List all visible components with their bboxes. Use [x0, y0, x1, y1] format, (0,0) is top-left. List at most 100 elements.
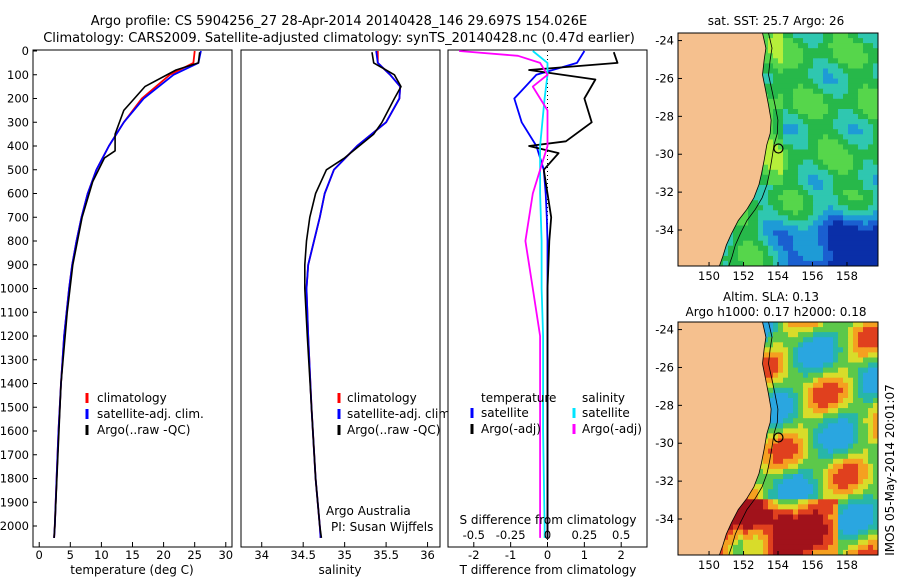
map-cell: [868, 534, 874, 541]
map-cell: [788, 372, 794, 379]
map-cell: [808, 352, 814, 358]
map-cell: [873, 103, 879, 110]
map-cell: [798, 93, 804, 100]
map-cell: [763, 443, 769, 450]
map-cell: [783, 433, 789, 439]
map-cell: [798, 392, 804, 399]
map-cell: [783, 443, 789, 450]
map-cell: [783, 190, 789, 196]
map-cell: [868, 154, 874, 161]
map-cell: [808, 474, 814, 480]
map-cell: [803, 109, 809, 115]
map-cell: [783, 398, 789, 404]
map-cell: [743, 514, 749, 520]
map-cell: [778, 413, 784, 419]
map-cell: [848, 169, 854, 176]
map-cell: [818, 210, 824, 216]
map-cell: [828, 428, 834, 434]
map-cell: [758, 205, 764, 211]
map-cell: [743, 225, 749, 231]
map-cell: [853, 119, 859, 125]
map-cell: [788, 195, 794, 201]
map-cell: [738, 255, 744, 262]
depth-tick-label: 2000: [0, 519, 29, 533]
map-cell: [788, 190, 794, 196]
map-cell: [848, 453, 854, 460]
map-cell: [798, 78, 804, 85]
map-cell: [783, 109, 789, 115]
map-cell: [858, 337, 864, 343]
argo-float-marker: [773, 432, 784, 443]
map-cell: [783, 53, 789, 59]
map-cell: [843, 332, 849, 338]
map-cell: [838, 93, 844, 100]
map-cell: [858, 129, 864, 135]
map-cell: [848, 119, 854, 125]
map-cell: [798, 519, 804, 525]
map-cell: [823, 534, 829, 541]
map-cell: [848, 372, 854, 379]
map-cell: [833, 403, 839, 409]
map-cell: [868, 514, 874, 520]
map-cell: [773, 200, 779, 206]
map-cell: [788, 114, 794, 120]
map-cell: [803, 433, 809, 439]
legend-argo-label: Argo(..raw -QC): [97, 423, 190, 437]
map-cell: [808, 240, 814, 247]
map-cell: [768, 322, 774, 328]
map-cell: [743, 255, 749, 262]
map-cell: [763, 255, 769, 262]
map-cell: [833, 225, 839, 231]
map-cell: [843, 549, 849, 556]
map-cell: [788, 240, 794, 247]
map-cell: [823, 63, 829, 69]
map-cell: [823, 342, 829, 348]
map-cell: [763, 549, 769, 556]
lon-tick-label: 152: [733, 558, 755, 572]
map-cell: [798, 468, 804, 475]
map-cell: [848, 225, 854, 231]
map-cell: [863, 169, 869, 176]
map-cell: [773, 154, 779, 161]
map-cell: [788, 179, 794, 186]
map-cell: [838, 468, 844, 475]
map-cell: [778, 392, 784, 399]
map-cell: [858, 169, 864, 176]
map-cell: [818, 423, 824, 429]
map-cell: [778, 362, 784, 368]
map-cell: [828, 149, 834, 155]
map-cell: [793, 124, 799, 130]
map-cell: [788, 58, 794, 64]
map-cell: [798, 494, 804, 500]
map-cell: [868, 438, 874, 444]
map-cell: [798, 458, 804, 465]
map-cell: [778, 529, 784, 536]
map-cell: [788, 43, 794, 49]
map-cell: [768, 362, 774, 368]
map-cell: [808, 463, 814, 470]
map-cell: [813, 103, 819, 110]
map-cell: [843, 474, 849, 480]
map-cell: [833, 438, 839, 444]
map-cell: [803, 134, 809, 140]
map-cell: [848, 494, 854, 500]
map-cell: [783, 149, 789, 155]
map-cell: [798, 357, 804, 363]
map-cell: [813, 544, 819, 551]
map-cell: [778, 225, 784, 231]
map-cell: [863, 403, 869, 409]
map-cell: [753, 245, 759, 252]
map-cell: [788, 489, 794, 495]
map-cell: [863, 38, 869, 44]
map-cell: [783, 129, 789, 135]
map-cell: [833, 418, 839, 424]
map-cell: [783, 215, 789, 221]
map-cell: [848, 164, 854, 171]
map-cell: [803, 499, 809, 505]
map-cell: [868, 260, 874, 267]
map-cell: [868, 43, 874, 49]
map-cell: [863, 327, 869, 333]
map-cell: [773, 433, 779, 439]
map-cell: [818, 260, 824, 267]
map-cell: [833, 468, 839, 475]
